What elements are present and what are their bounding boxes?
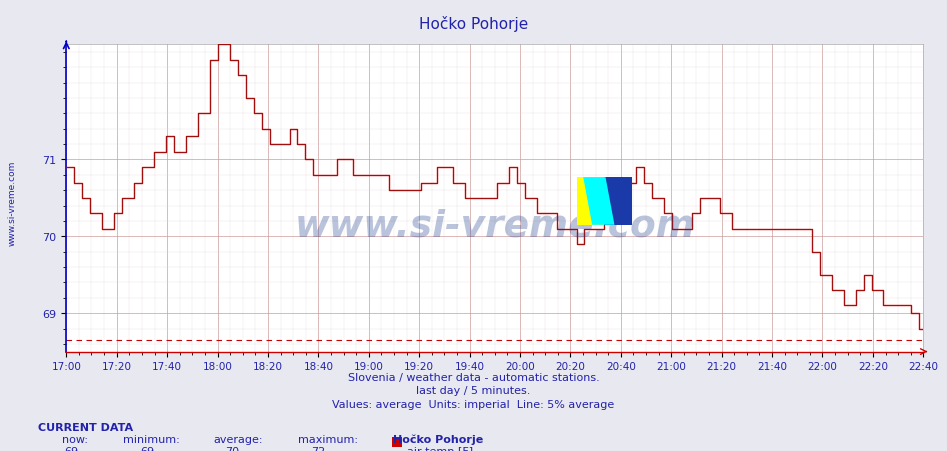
Text: last day / 5 minutes.: last day / 5 minutes. xyxy=(417,386,530,396)
Text: minimum:: minimum: xyxy=(123,434,180,444)
Text: average:: average: xyxy=(213,434,262,444)
Text: 70: 70 xyxy=(225,446,240,451)
Text: Values: average  Units: imperial  Line: 5% average: Values: average Units: imperial Line: 5%… xyxy=(332,399,615,409)
Text: 72: 72 xyxy=(311,446,325,451)
Text: Hočko Pohorje: Hočko Pohorje xyxy=(393,434,483,444)
Text: Hočko Pohorje: Hočko Pohorje xyxy=(419,16,528,32)
Text: www.si-vreme.com: www.si-vreme.com xyxy=(295,208,695,244)
Polygon shape xyxy=(583,178,615,225)
Text: air temp.[F]: air temp.[F] xyxy=(407,446,474,451)
Text: CURRENT DATA: CURRENT DATA xyxy=(38,422,133,432)
Text: Slovenia / weather data - automatic stations.: Slovenia / weather data - automatic stat… xyxy=(348,372,599,382)
Text: www.si-vreme.com: www.si-vreme.com xyxy=(8,161,17,245)
Text: now:: now: xyxy=(62,434,87,444)
Text: 69: 69 xyxy=(140,446,154,451)
Bar xyxy=(577,178,604,225)
Text: 69: 69 xyxy=(64,446,79,451)
Bar xyxy=(604,178,633,225)
Text: maximum:: maximum: xyxy=(298,434,358,444)
